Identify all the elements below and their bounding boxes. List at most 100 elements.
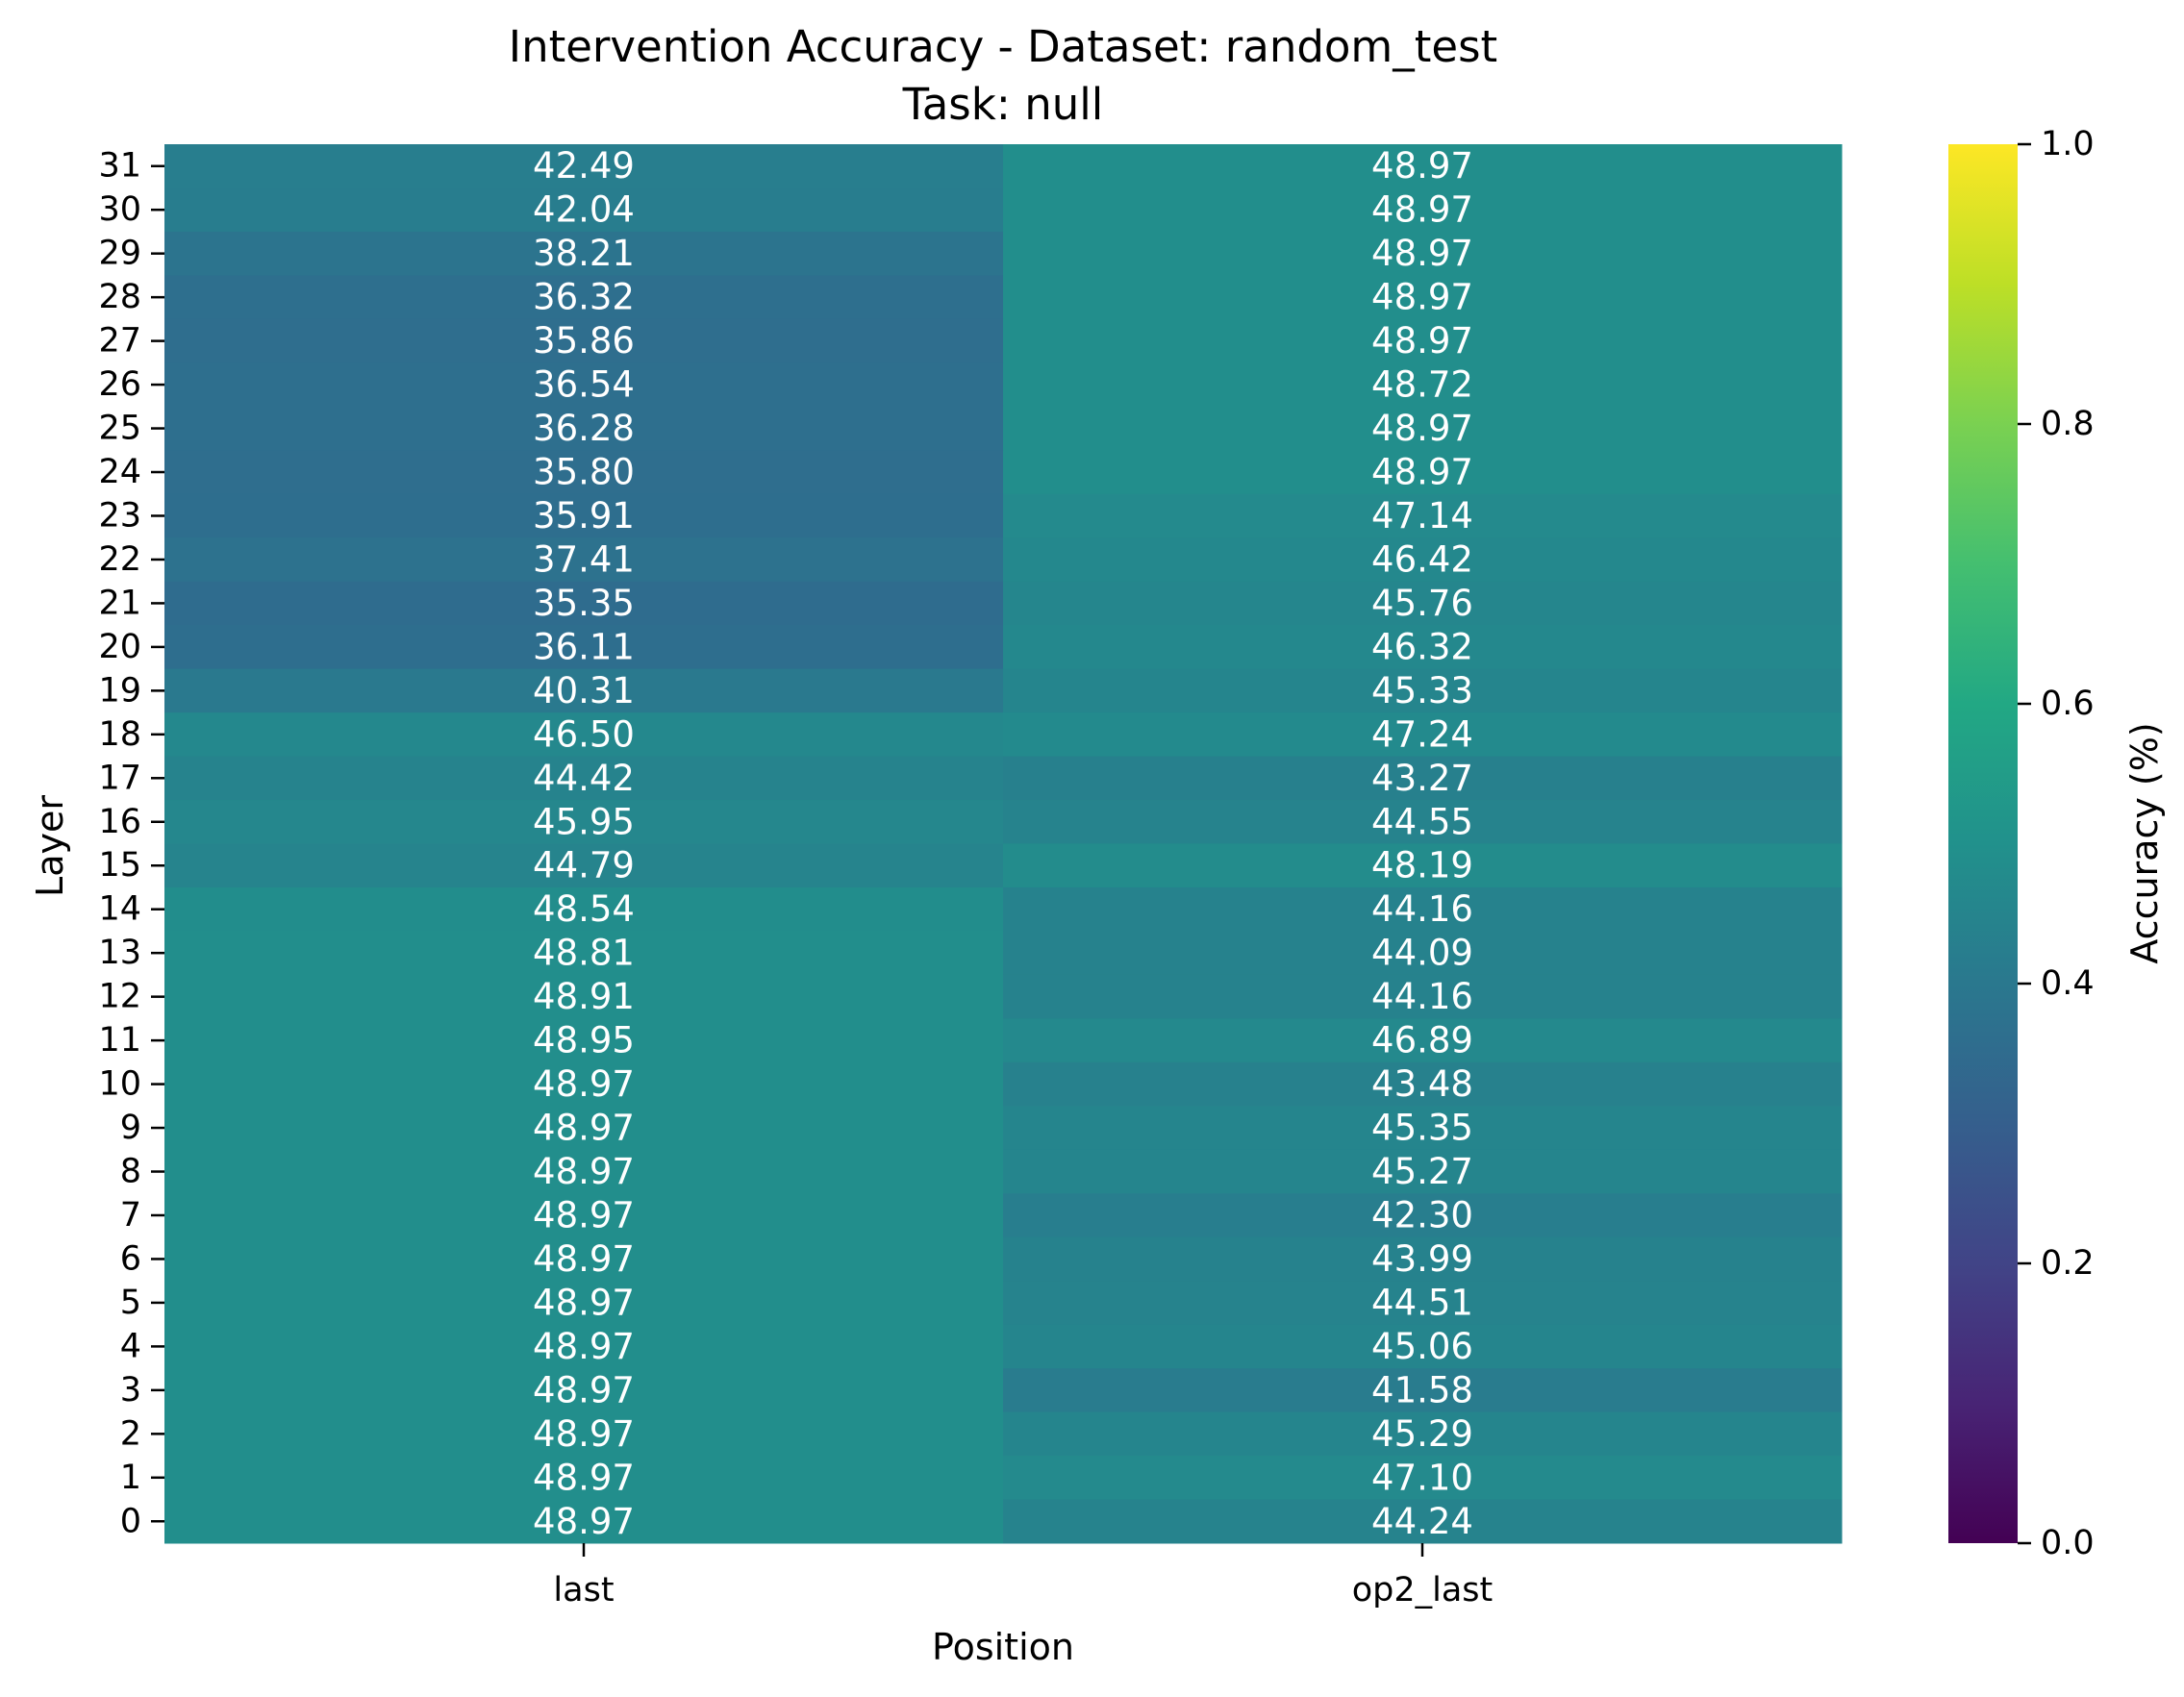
y-tick-label: 18 (98, 715, 141, 754)
heatmap-cell-layer-14-op2_last (1003, 886, 1843, 932)
cell-value-label: 44.51 (1371, 1282, 1473, 1323)
heatmap-cell-layer-16-last (164, 800, 1004, 844)
cell-value-label: 45.95 (533, 801, 635, 842)
heatmap-cell-layer-0-last (164, 1499, 1004, 1544)
cell-value-label: 45.76 (1371, 583, 1473, 624)
y-tick-label: 15 (98, 846, 141, 885)
heatmap-cell-layer-29-last (164, 231, 1004, 276)
cell-value-label: 35.91 (533, 495, 635, 537)
heatmap-cell-layer-9-op2_last (1003, 1106, 1843, 1151)
heatmap-cell-layer-5-last (164, 1281, 1004, 1326)
cell-value-label: 36.11 (533, 626, 635, 667)
cell-value-label: 45.35 (1371, 1108, 1473, 1149)
colorbar-label: Accuracy (%) (2123, 722, 2166, 963)
heatmap-cell-layer-21-op2_last (1003, 581, 1843, 626)
heatmap-cell-layer-26-op2_last (1003, 362, 1843, 408)
y-tick-label: 17 (98, 759, 141, 797)
y-tick-label: 27 (98, 322, 141, 361)
heatmap-cell-layer-23-last (164, 493, 1004, 538)
cell-value-label: 41.58 (1371, 1369, 1473, 1410)
y-tick-label: 30 (98, 190, 141, 229)
heatmap-cell-layer-30-last (164, 187, 1004, 233)
y-tick-label: 31 (98, 147, 141, 186)
heatmap-cell-layer-7-last (164, 1193, 1004, 1238)
y-tick-label: 5 (120, 1284, 141, 1322)
y-tick-label: 26 (98, 365, 141, 404)
x-axis-label: Position (932, 1626, 1074, 1668)
cell-value-label: 45.29 (1371, 1413, 1473, 1455)
y-tick-label: 2 (120, 1414, 141, 1453)
cell-value-label: 46.50 (533, 713, 635, 755)
cell-value-label: 46.32 (1371, 626, 1473, 667)
heatmap-cell-layer-2-last (164, 1411, 1004, 1457)
heatmap-cell-layer-30-op2_last (1003, 187, 1843, 233)
cell-value-label: 35.35 (533, 583, 635, 624)
heatmap-cell-layer-3-last (164, 1368, 1004, 1413)
heatmap-cell-layer-29-op2_last (1003, 231, 1843, 276)
heatmap-cell-layer-18-op2_last (1003, 712, 1843, 758)
heatmap-cell-layer-17-last (164, 756, 1004, 801)
heatmap-cell-layer-25-op2_last (1003, 406, 1843, 451)
heatmap-cell-layer-27-last (164, 318, 1004, 363)
heatmap-cell-layer-13-op2_last (1003, 931, 1843, 976)
colorbar-tick-label: 1.0 (2041, 125, 2095, 163)
cell-value-label: 42.49 (533, 145, 635, 187)
y-tick-label: 19 (98, 671, 141, 710)
colorbar-tick-label: 0.6 (2041, 685, 2095, 723)
heatmap-cell-layer-22-last (164, 537, 1004, 583)
colorbar-tick-label: 0.2 (2041, 1244, 2095, 1283)
heatmap-cell-layer-10-op2_last (1003, 1061, 1843, 1107)
heatmap-cell-layer-1-op2_last (1003, 1456, 1843, 1501)
colorbar-gradient (1948, 144, 2018, 1543)
cell-value-label: 43.99 (1371, 1238, 1473, 1280)
cell-value-label: 38.21 (533, 233, 635, 274)
y-tick-label: 6 (120, 1239, 141, 1278)
heatmap-cell-layer-13-last (164, 931, 1004, 976)
y-tick-label: 13 (98, 934, 141, 972)
cell-value-label: 37.41 (533, 538, 635, 580)
heatmap-cell-layer-12-op2_last (1003, 974, 1843, 1019)
cell-value-label: 46.89 (1371, 1020, 1473, 1061)
cell-value-label: 42.04 (533, 189, 635, 231)
cell-value-label: 47.14 (1371, 495, 1473, 537)
cell-value-label: 47.24 (1371, 713, 1473, 755)
x-tick-label: last (553, 1571, 614, 1610)
cell-value-label: 40.31 (533, 670, 635, 711)
heatmap-cell-layer-6-op2_last (1003, 1236, 1843, 1282)
heatmap-cell-layer-9-last (164, 1106, 1004, 1151)
y-tick-label: 7 (120, 1196, 141, 1235)
cell-value-label: 48.81 (533, 933, 635, 974)
heatmap-cell-layer-18-last (164, 712, 1004, 758)
heatmap-cell-layer-24-op2_last (1003, 450, 1843, 495)
heatmap-cell-layer-1-last (164, 1456, 1004, 1501)
heatmap-cell-layer-20-op2_last (1003, 625, 1843, 670)
cell-value-label: 48.97 (533, 1413, 635, 1455)
y-tick-label: 9 (120, 1109, 141, 1147)
heatmap-cell-layer-6-last (164, 1236, 1004, 1282)
cell-value-label: 48.97 (1371, 320, 1473, 362)
heatmap-cell-layer-31-op2_last (1003, 144, 1843, 188)
chart-subtitle: Task: null (902, 79, 1104, 130)
cell-value-label: 36.32 (533, 277, 635, 318)
cell-value-label: 36.28 (533, 408, 635, 449)
cell-value-label: 44.09 (1371, 933, 1473, 974)
cell-value-label: 42.30 (1371, 1194, 1473, 1235)
heatmap-cell-layer-0-op2_last (1003, 1499, 1843, 1544)
y-axis-label: Layer (29, 795, 71, 897)
y-tick-label: 8 (120, 1153, 141, 1191)
cell-value-label: 48.91 (533, 976, 635, 1017)
heatmap-cell-layer-14-last (164, 886, 1004, 932)
heatmap-cell-layer-19-last (164, 668, 1004, 713)
y-tick-label: 10 (98, 1065, 141, 1104)
heatmap-cell-layer-28-last (164, 275, 1004, 320)
cell-value-label: 36.54 (533, 364, 635, 406)
x-axis-ticks: last op2_last (553, 1543, 1493, 1610)
y-tick-label: 4 (120, 1327, 141, 1365)
heatmap-cell-layer-17-op2_last (1003, 756, 1843, 801)
cell-value-label: 43.48 (1371, 1063, 1473, 1105)
cell-value-label: 48.97 (533, 1063, 635, 1105)
cell-value-label: 43.27 (1371, 758, 1473, 799)
heatmap-cell-layer-27-op2_last (1003, 318, 1843, 363)
